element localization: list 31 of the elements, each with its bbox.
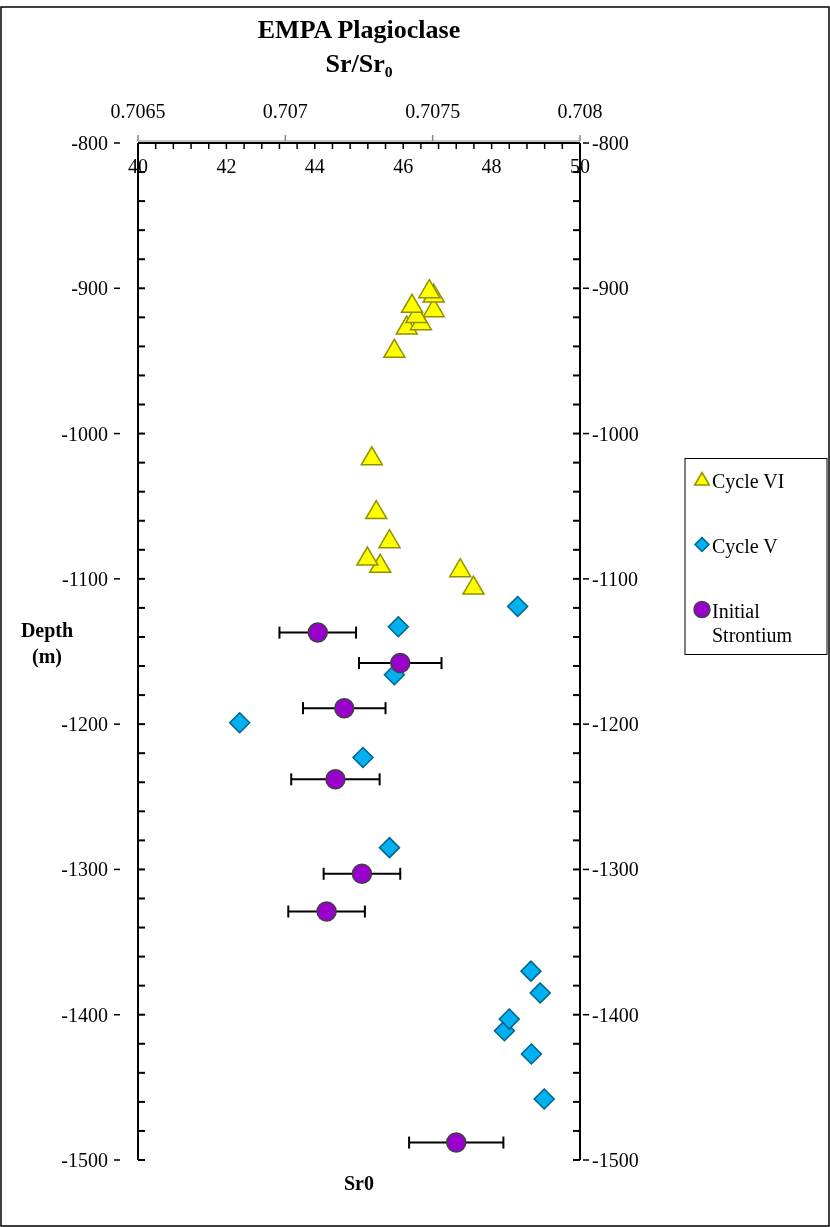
legend-label: Cycle V (712, 534, 779, 558)
legend-label: Cycle VI (712, 469, 785, 493)
y2-tick-label: -900 (592, 277, 629, 300)
chart-title: EMPA Plagioclase (257, 15, 461, 44)
y-tick-label: -1500 (61, 1149, 108, 1171)
y-tick-label: -1300 (61, 858, 108, 881)
y2-tick-label: -1200 (592, 713, 639, 736)
x-tick-label: 42 (216, 155, 237, 177)
x2-axis-title: Sr/Sr₀ (325, 49, 393, 78)
x2-tick-label: 0.707 (262, 100, 308, 122)
y-tick-label: -1100 (62, 567, 108, 590)
legend-label: Initial Strontium (712, 599, 793, 646)
x2-tick-label: 0.7075 (405, 100, 461, 122)
x2-tick-label: 0.7065 (110, 100, 166, 122)
y-tick-label: -1000 (61, 422, 108, 445)
y-axis-title: Depth (m) (20, 619, 74, 668)
y-tick-label: -800 (71, 132, 108, 154)
x-axis-title: Sr0 (344, 1172, 374, 1194)
x-tick-label: 48 (481, 155, 502, 177)
y2-tick-label: -1100 (592, 567, 638, 590)
y-tick-label: -1400 (61, 1003, 108, 1026)
x-tick-label: 46 (393, 155, 414, 177)
y2-tick-label: -800 (592, 132, 629, 154)
y2-tick-label: -1000 (592, 422, 639, 445)
y-tick-label: -1200 (61, 713, 108, 736)
x2-tick-label: 0.708 (557, 100, 603, 122)
y-tick-label: -900 (71, 277, 108, 300)
y2-tick-label: -1400 (592, 1003, 639, 1026)
y2-tick-label: -1300 (592, 858, 639, 881)
y2-tick-label: -1500 (592, 1149, 639, 1171)
x-tick-label: 44 (304, 155, 325, 177)
